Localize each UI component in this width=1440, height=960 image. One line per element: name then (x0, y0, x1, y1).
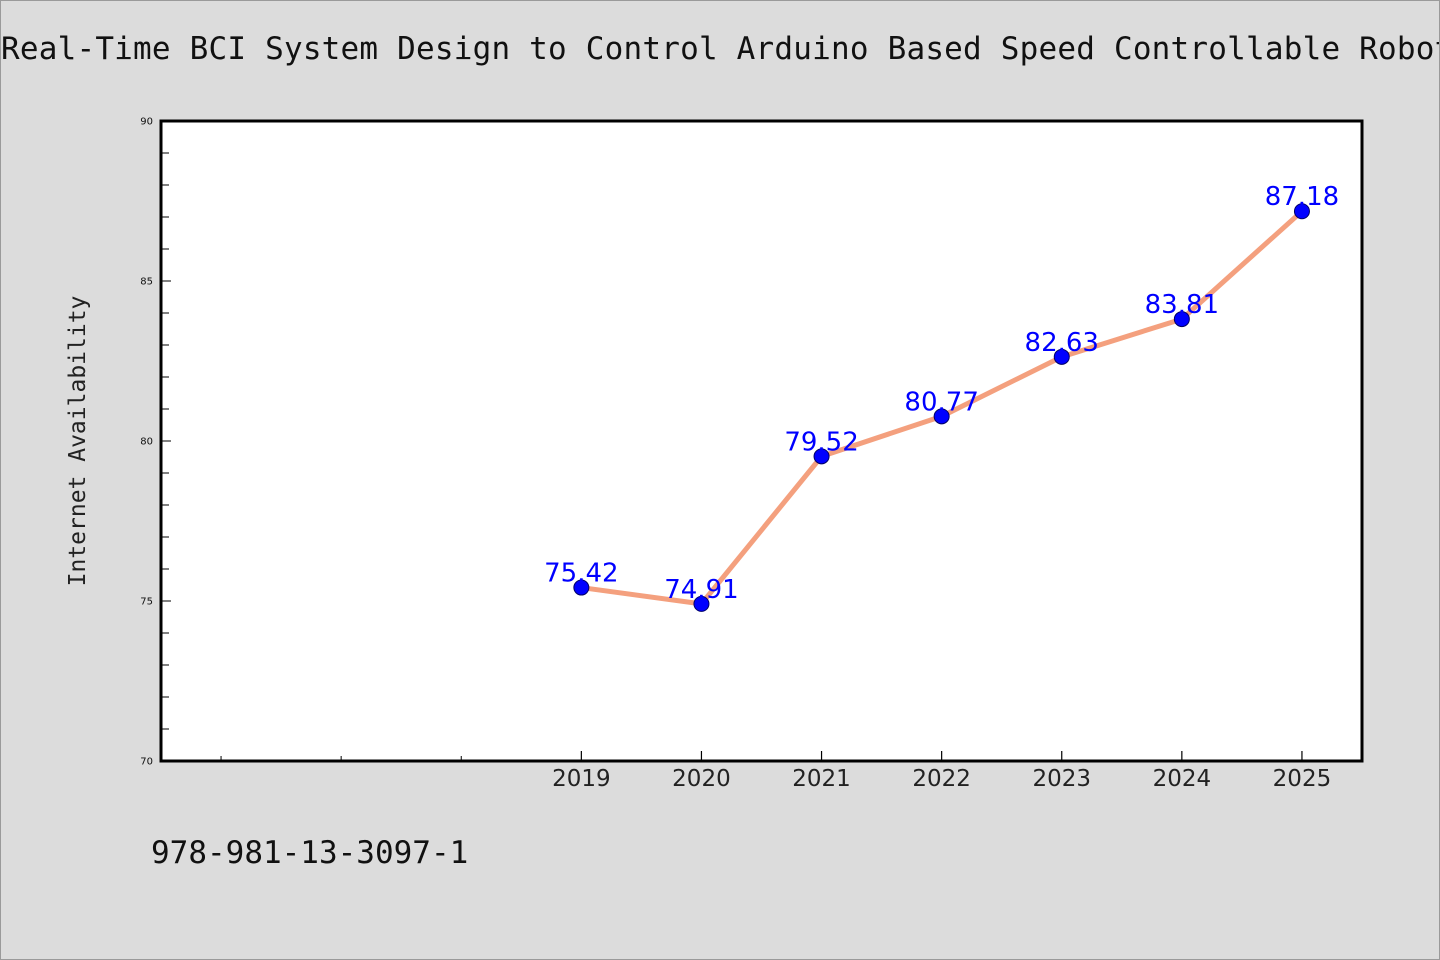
y-tick-label: 80 (140, 437, 153, 448)
x-tick-label: 2020 (672, 766, 731, 792)
x-axis: 2019 2020 2021 2022 2023 2024 2025 (220, 751, 1332, 792)
y-tick-label: 85 (140, 277, 153, 288)
y-tick-label: 90 (140, 117, 153, 128)
data-point (693, 595, 710, 612)
chart-title: Real-Time BCI System Design to Control A… (1, 31, 1440, 67)
x-tick-label: 2021 (792, 766, 851, 792)
data-point (933, 408, 950, 425)
x-tick-label: 2024 (1153, 766, 1212, 792)
y-axis-label: Internet Availability (65, 296, 91, 587)
data-point (1173, 311, 1190, 328)
data-point (1293, 203, 1310, 220)
data-label: 87.18 (1265, 182, 1339, 212)
data-label: 74.91 (664, 575, 738, 605)
data-label: 83.81 (1145, 290, 1219, 320)
x-tick-label: 2023 (1032, 766, 1091, 792)
data-label: 79.52 (784, 427, 858, 457)
data-label: 82.63 (1025, 328, 1099, 358)
data-labels: 75.42 74.91 79.52 80.77 82.63 83.81 87.18 (544, 182, 1339, 605)
data-markers (573, 203, 1310, 612)
isbn-label: 978-981-13-3097-1 (151, 835, 469, 871)
data-point (813, 448, 830, 465)
data-point (1053, 348, 1070, 365)
y-axis: 70 75 80 85 90 (140, 117, 171, 768)
y-tick-label: 70 (140, 757, 153, 768)
x-tick-label: 2022 (912, 766, 971, 792)
x-tick-label: 2019 (552, 766, 611, 792)
data-point (573, 579, 590, 596)
x-tick-label: 2025 (1273, 766, 1332, 792)
plot-area (159, 119, 1364, 763)
y-tick-label: 75 (140, 597, 153, 608)
data-label: 75.42 (544, 559, 618, 589)
data-label: 80.77 (904, 387, 978, 417)
